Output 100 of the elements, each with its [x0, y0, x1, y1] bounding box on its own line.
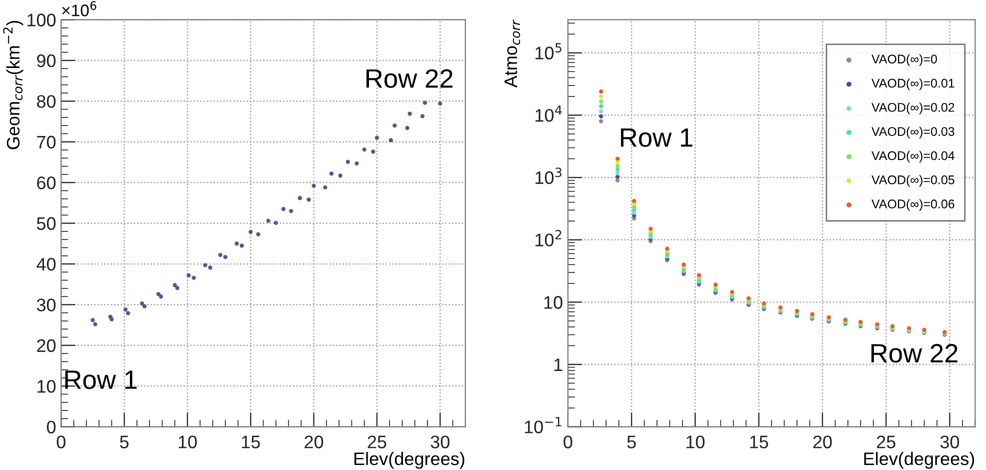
x-tick-label: 20: [304, 436, 324, 448]
y-tick-label: 10: [544, 296, 562, 309]
legend-label: VAOD(∞)=0.02: [872, 102, 954, 114]
point: [248, 230, 253, 234]
x-tick-label: 20: [813, 436, 832, 448]
x-axis-title: Elev(degrees): [354, 452, 464, 469]
y-tick-label: 10$^{−1}$: [524, 417, 562, 434]
legend-label: VAOD(∞)=0.01: [872, 78, 954, 90]
point: [371, 150, 376, 154]
point: [306, 198, 311, 202]
y-tick-label: 30: [36, 298, 56, 312]
y-axis-title: Geom$_{corr}$(km$^{−2}$): [3, 20, 24, 150]
x-axis-title: Elev(degrees): [864, 452, 974, 469]
y-tick-label: 100: [28, 14, 56, 26]
y-tick-label: 50: [36, 217, 56, 230]
point: [186, 273, 191, 278]
point: [203, 263, 208, 268]
point: [598, 114, 604, 118]
y-axis-title: Atmo$_{corr}$: [504, 20, 520, 88]
point: [615, 171, 620, 176]
point: [615, 160, 620, 164]
point: [288, 208, 294, 214]
point: [142, 304, 147, 308]
point: [354, 161, 359, 166]
x-tick-label: 15: [750, 436, 768, 448]
y-tick-label: 20: [37, 339, 56, 352]
y-tick-label: 10: [38, 380, 56, 393]
point: [405, 126, 410, 130]
annotation: Row 1: [65, 370, 137, 390]
point: [362, 147, 366, 152]
point: [110, 317, 114, 322]
annotation: Row 22: [871, 344, 958, 363]
y-tick-label: 10$^{4}$: [536, 105, 562, 122]
point: [312, 184, 316, 188]
point: [323, 185, 328, 190]
x-tick-label: 15: [242, 436, 260, 448]
x-tick-label: 0: [564, 436, 572, 448]
legend-label: VAOD(∞)=0.04: [872, 150, 954, 163]
y-tick-label: 80: [36, 95, 56, 108]
point: [346, 160, 350, 164]
legend-label: VAOD(∞)=0: [872, 54, 937, 66]
point: [329, 172, 334, 176]
point: [598, 89, 604, 94]
y-tick-label: 10$^{5}$: [536, 43, 562, 60]
x-tick-label: 10: [686, 436, 705, 448]
y-tick-label: 70: [37, 136, 56, 149]
x-tick-label: 30: [430, 436, 450, 448]
point: [298, 196, 302, 200]
annotation: Row 22: [366, 69, 452, 88]
y-tick-label: 0: [46, 420, 56, 434]
point: [218, 252, 222, 258]
point: [266, 218, 270, 223]
point: [93, 322, 98, 326]
point: [274, 220, 278, 225]
point: [208, 266, 212, 270]
point: [223, 254, 228, 260]
point: [192, 276, 196, 280]
x-tick-label: 5: [120, 436, 129, 448]
point: [281, 206, 286, 212]
point: [632, 198, 636, 204]
point: [392, 123, 397, 128]
point: [422, 100, 428, 105]
point: [598, 119, 604, 124]
point: [615, 156, 620, 161]
point: [240, 244, 244, 248]
y-tick-label: 1: [554, 358, 562, 371]
point: [256, 232, 260, 236]
point: [420, 114, 425, 118]
y-tick-label: 10$^{2}$: [536, 230, 562, 246]
point: [598, 109, 604, 114]
x-tick-label: 10: [178, 436, 197, 448]
y-tick-label: 10$^{3}$: [536, 168, 562, 184]
point: [172, 283, 177, 288]
point: [338, 174, 342, 178]
legend-label: VAOD(∞)=0.03: [872, 126, 954, 138]
legend-label: VAOD(∞)=0.06: [872, 199, 954, 211]
point: [388, 138, 393, 142]
legend-label: VAOD(∞)=0.05: [872, 175, 954, 187]
point: [175, 286, 180, 290]
x-tick-label: 5: [627, 436, 636, 448]
point: [156, 292, 160, 296]
point: [438, 102, 442, 106]
x-tick-label: 25: [368, 436, 386, 448]
point: [158, 294, 164, 299]
annotation: Row 1: [621, 128, 692, 147]
x-tick-label: 25: [876, 436, 896, 448]
point: [90, 318, 95, 322]
point: [598, 94, 604, 98]
y-tick-label: 90: [37, 54, 56, 68]
point: [615, 178, 620, 182]
point: [598, 104, 604, 108]
x-tick-label: 30: [940, 436, 960, 448]
point: [140, 301, 144, 306]
point: [126, 311, 130, 316]
point: [234, 242, 239, 246]
text: ×10$^{6}$: [62, 1, 96, 16]
point: [598, 99, 604, 104]
y-tick-label: 60: [37, 176, 56, 190]
point: [374, 136, 380, 140]
y-tick-label: 40: [36, 258, 56, 271]
